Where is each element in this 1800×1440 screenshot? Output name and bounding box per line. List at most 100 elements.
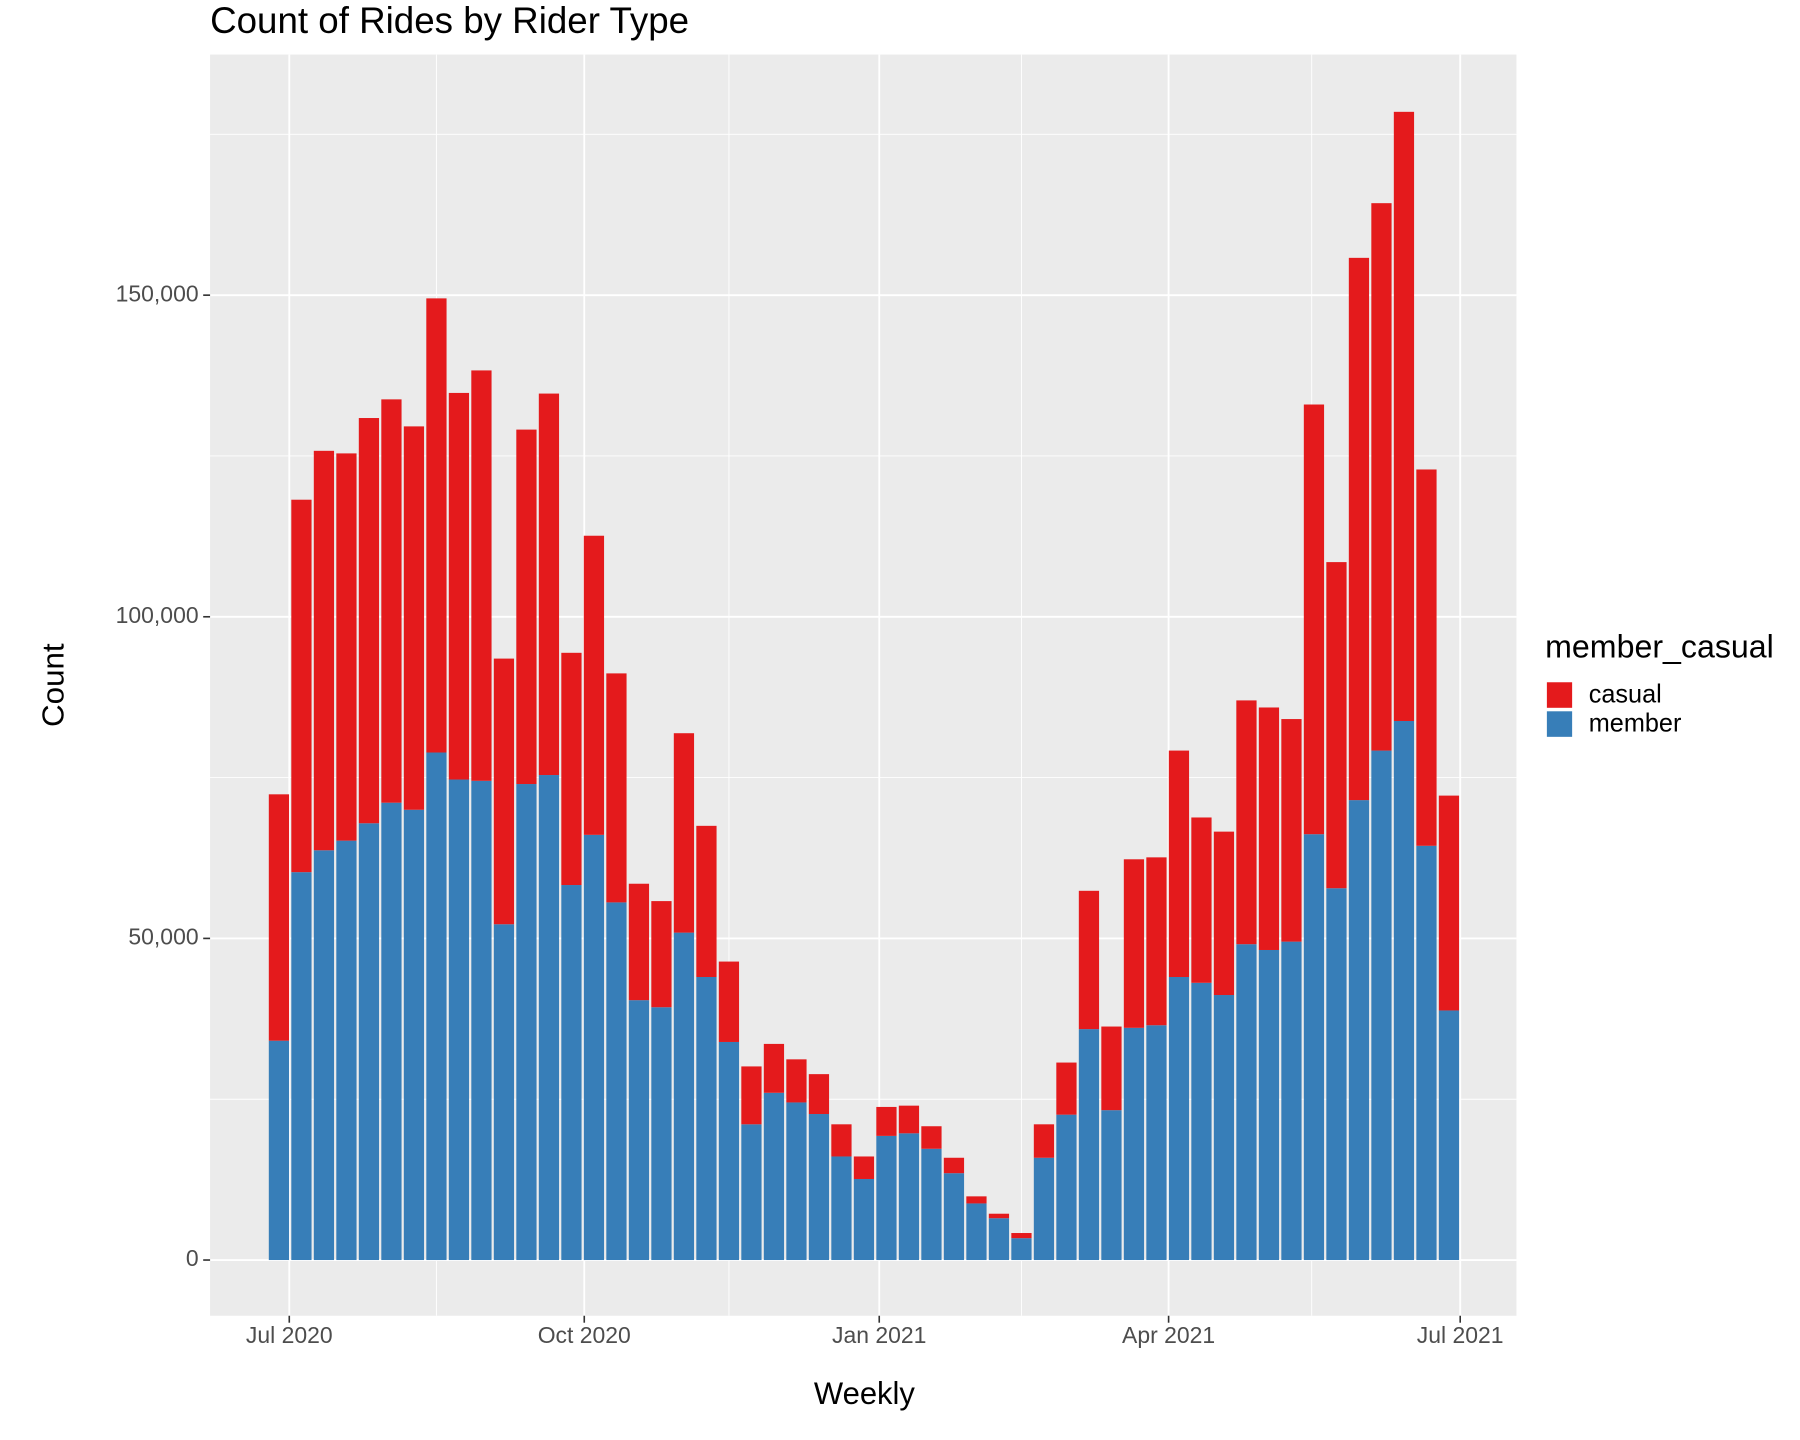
bar-segment [1303,404,1325,835]
bar-segment [1011,1238,1032,1261]
bar-segment [291,872,312,1261]
bar-segment [943,1157,965,1174]
bar-segment [1123,1027,1145,1261]
x-tick-label: Apr 2021 [1122,1322,1215,1348]
bar-segment [1281,941,1302,1261]
bar-segment [1168,977,1190,1261]
bar-segment [1281,719,1302,942]
bar-segment [493,658,515,925]
bar-segment [988,1213,1010,1219]
bar-segment [583,834,605,1261]
bar-segment [1011,1233,1032,1239]
bar-segment [1101,1026,1122,1111]
bar-segment [831,1156,852,1261]
y-tick-label: 50,000 [128,923,198,949]
x-tick-label: Jul 2021 [1417,1322,1504,1348]
y-tick-label: 0 [186,1245,199,1271]
bar-segment [673,733,695,933]
bar-segment [336,840,357,1261]
bar-segment [628,883,650,1001]
bar-segment [493,924,515,1261]
bar-segment [1078,1029,1100,1261]
bar-segment [538,393,560,776]
bar-segment [448,392,470,780]
bar-segment [1101,1110,1122,1261]
x-tick-label: Oct 2020 [538,1322,631,1348]
bar-segment [1416,469,1437,846]
bar-segment [583,535,605,835]
chart-title: Count of Rides by Rider Type [210,0,689,41]
bar-segment [561,885,582,1261]
bar-segment [1078,890,1100,1030]
bar-segment [1393,111,1415,721]
bar-segment [313,450,335,851]
bar-segment [358,823,380,1261]
bar-segment [516,429,537,785]
bar-segment [786,1102,807,1261]
bar-segment [921,1148,942,1261]
legend-label: casual [1589,680,1662,708]
bar-segment [1033,1157,1055,1261]
bar-segment [606,673,627,903]
bar-segment [1056,1114,1077,1261]
x-axis-title: Weekly [814,1376,915,1411]
legend-title: member_casual [1545,629,1774,665]
bar-segment [1191,817,1212,983]
x-tick-label: Jan 2021 [832,1322,926,1348]
bar-segment [1416,845,1437,1261]
bar-segment [358,418,380,824]
bar-segment [313,850,335,1261]
bar-segment [1213,831,1235,996]
bar-segment [808,1074,830,1115]
bar-segment [673,932,695,1261]
bar-segment [403,426,425,810]
bar-segment [1348,257,1370,801]
y-axis-title: Count [35,643,70,727]
bar-segment [651,901,672,1008]
bar-segment [1258,949,1280,1261]
bar-segment [1438,1010,1460,1261]
bar-segment [741,1066,762,1125]
bar-segment [1236,700,1257,945]
bar-segment [1303,834,1325,1261]
legend-key [1545,710,1574,738]
x-tick-label: Jul 2020 [246,1322,333,1348]
bar-segment [291,499,312,873]
bars [268,111,1460,1261]
bar-segment [538,775,560,1261]
bar-segment [966,1196,987,1204]
bar-segment [898,1133,920,1261]
bar-segment [381,399,402,803]
bar-segment [426,752,447,1261]
bar-segment [448,779,470,1261]
bar-segment [966,1203,987,1261]
y-tick-label: 150,000 [116,280,199,306]
legend-label: member [1589,709,1682,737]
bar-segment [628,1000,650,1261]
bar-segment [1258,707,1280,950]
bar-segment [1146,1025,1167,1261]
bar-segment [471,780,492,1261]
bar-segment [1146,857,1167,1026]
bar-segment [831,1124,852,1157]
bar-segment [943,1173,965,1261]
bar-segment [718,961,740,1042]
bar-segment [336,453,357,841]
bar-segment [1371,750,1392,1261]
bar-segment [1438,795,1460,1011]
y-tick-label: 100,000 [116,602,199,628]
legend-key [1545,681,1574,709]
bar-segment [696,977,717,1261]
bar-segment [606,902,627,1261]
bar-segment [1123,859,1145,1028]
bar-segment [718,1041,740,1261]
bar-segment [1236,944,1257,1261]
bar-segment [898,1105,920,1134]
bar-segment [1213,995,1235,1261]
bar-segment [1168,750,1190,978]
bar-segment [853,1156,875,1179]
bar-segment [921,1126,942,1149]
bar-segment [403,809,425,1261]
bar-segment [268,794,290,1041]
